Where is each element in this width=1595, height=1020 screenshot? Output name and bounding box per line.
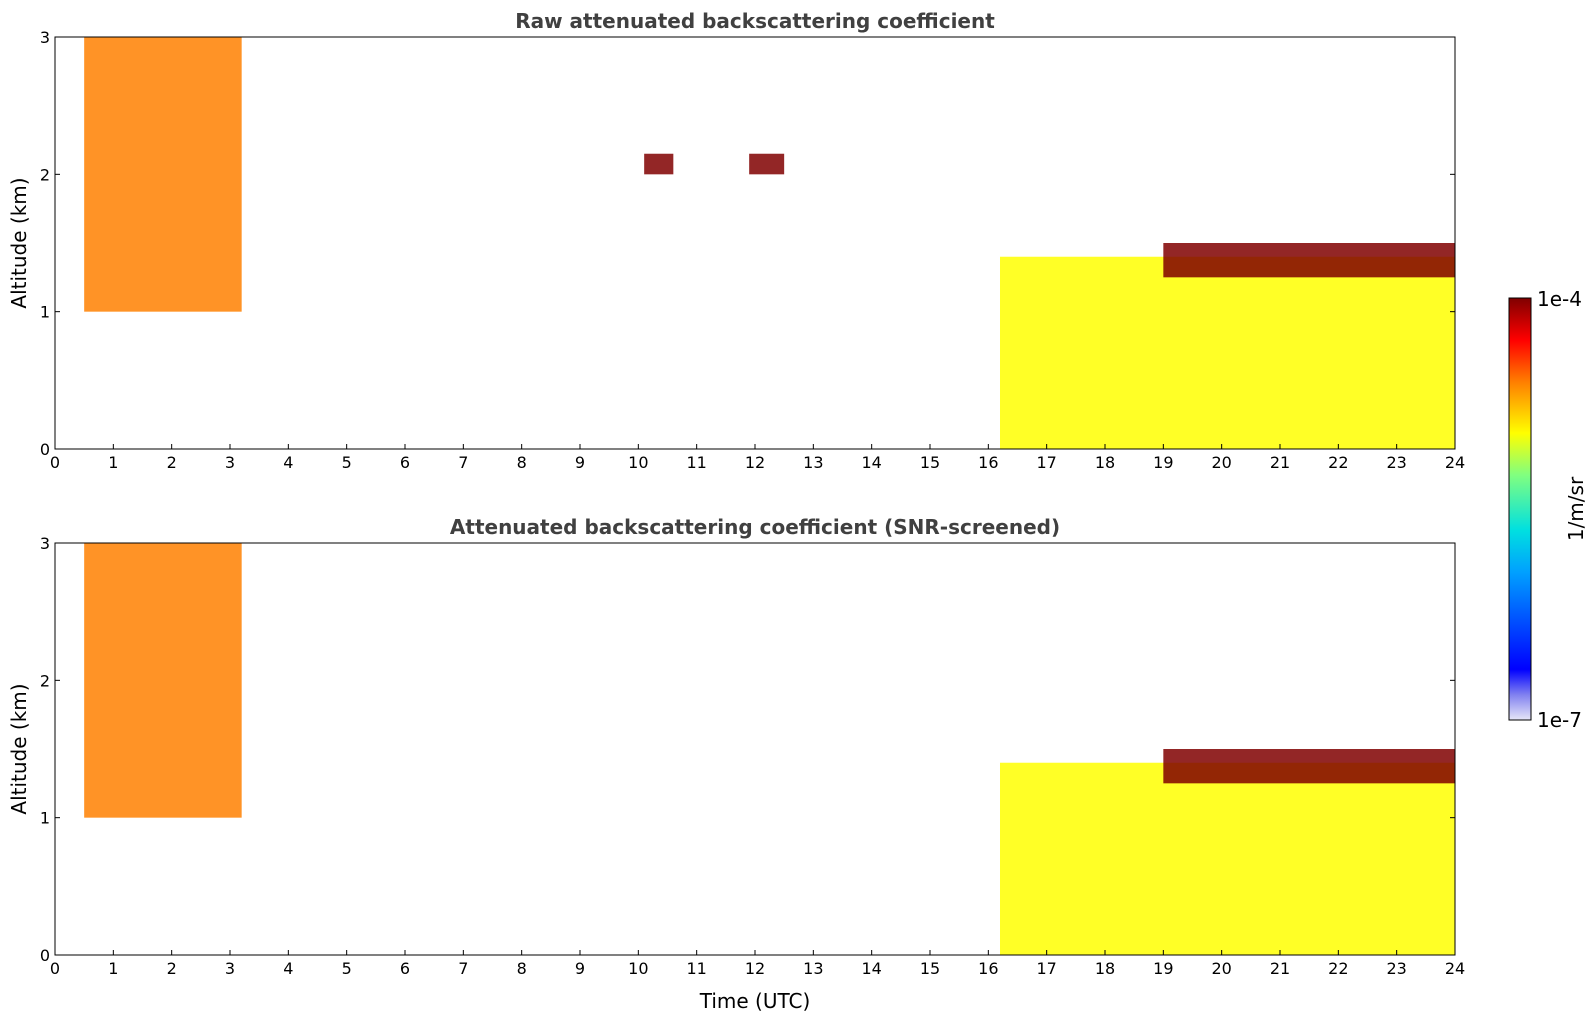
- x-tick-label: 23: [1386, 959, 1406, 978]
- x-tick-label: 0: [50, 959, 60, 978]
- x-tick-label: 6: [400, 959, 410, 978]
- heatmap-layer: [84, 37, 1455, 449]
- x-tick-label: 2: [167, 453, 177, 472]
- y-axis-label: Altitude (km): [7, 683, 31, 814]
- colorbar-max-label: 1e-4: [1537, 287, 1582, 311]
- y-tick-label: 3: [40, 534, 50, 553]
- x-tick-label: 23: [1386, 453, 1406, 472]
- x-tick-label: 16: [978, 959, 998, 978]
- heatmap-region: [1000, 256, 1455, 449]
- x-axis-ticks: 0 1 2 3 4 5 6 7 8 9 10 11 12 13 14 15 16 17 18 19 20 21 22 23 24: [50, 444, 1465, 472]
- x-tick-label: 14: [861, 453, 881, 472]
- x-tick-label: 2: [167, 959, 177, 978]
- heatmap-region: [84, 37, 242, 312]
- y-tick-label: 3: [40, 28, 50, 47]
- x-tick-label: 8: [517, 959, 527, 978]
- x-tick-label: 6: [400, 453, 410, 472]
- x-tick-label: 5: [342, 453, 352, 472]
- x-tick-label: 4: [283, 453, 293, 472]
- x-tick-label: 24: [1445, 453, 1465, 472]
- y-tick-label: 1: [40, 303, 50, 322]
- x-tick-label: 3: [225, 959, 235, 978]
- colorbar-unit-label: 1/m/sr: [1564, 476, 1588, 541]
- heatmap-region: [1163, 243, 1455, 278]
- x-tick-label: 7: [458, 959, 468, 978]
- y-axis-ticks: 0 1 2 3: [40, 534, 1455, 965]
- x-tick-label: 9: [575, 453, 585, 472]
- y-axis-ticks: 0 1 2 3: [40, 28, 1455, 459]
- panel-title: Raw attenuated backscattering coefficien…: [515, 9, 995, 33]
- x-tick-label: 22: [1328, 453, 1348, 472]
- x-tick-label: 11: [686, 959, 706, 978]
- x-tick-label: 19: [1153, 959, 1173, 978]
- raw-backscatter-panel: Raw attenuated backscattering coefficien…: [7, 9, 1465, 472]
- x-tick-label: 18: [1095, 959, 1115, 978]
- heatmap-region: [1000, 762, 1455, 955]
- x-tick-label: 10: [628, 453, 648, 472]
- x-axis-ticks: 0 1 2 3 4 5 6 7 8 9 10 11 12 13 14 15 16 17 18 19 20 21 22 23 24: [50, 950, 1465, 978]
- x-tick-label: 22: [1328, 959, 1348, 978]
- x-tick-label: 0: [50, 453, 60, 472]
- panel-title: Attenuated backscattering coefficient (S…: [450, 515, 1060, 539]
- x-tick-label: 20: [1211, 453, 1231, 472]
- y-tick-label: 0: [40, 440, 50, 459]
- x-tick-label: 11: [686, 453, 706, 472]
- x-tick-label: 15: [920, 959, 940, 978]
- x-tick-label: 13: [803, 959, 823, 978]
- x-tick-label: 1: [108, 959, 118, 978]
- heatmap-region: [84, 543, 242, 818]
- x-tick-label: 7: [458, 453, 468, 472]
- x-tick-label: 5: [342, 959, 352, 978]
- snr-screened-panel: Attenuated backscattering coefficient (S…: [7, 515, 1465, 1013]
- y-axis-label: Altitude (km): [7, 177, 31, 308]
- x-tick-label: 3: [225, 453, 235, 472]
- x-tick-label: 17: [1036, 959, 1056, 978]
- x-tick-label: 12: [745, 453, 765, 472]
- x-tick-label: 15: [920, 453, 940, 472]
- x-tick-label: 10: [628, 959, 648, 978]
- y-tick-label: 1: [40, 809, 50, 828]
- x-axis-label: Time (UTC): [699, 989, 811, 1013]
- colorbar-min-label: 1e-7: [1537, 708, 1582, 732]
- x-tick-label: 14: [861, 959, 881, 978]
- heatmap-region: [1163, 749, 1455, 784]
- x-tick-label: 18: [1095, 453, 1115, 472]
- heatmap-region: [644, 153, 674, 175]
- x-tick-label: 21: [1270, 453, 1290, 472]
- y-tick-label: 2: [40, 671, 50, 690]
- x-tick-label: 16: [978, 453, 998, 472]
- x-tick-label: 4: [283, 959, 293, 978]
- x-tick-label: 9: [575, 959, 585, 978]
- x-tick-label: 8: [517, 453, 527, 472]
- x-tick-label: 1: [108, 453, 118, 472]
- x-tick-label: 12: [745, 959, 765, 978]
- x-tick-label: 17: [1036, 453, 1056, 472]
- x-tick-label: 20: [1211, 959, 1231, 978]
- heatmap-region: [749, 153, 785, 175]
- x-tick-label: 21: [1270, 959, 1290, 978]
- heatmap-layer: [84, 543, 1455, 955]
- colorbar-gradient: [1508, 297, 1532, 721]
- x-tick-label: 13: [803, 453, 823, 472]
- x-tick-label: 19: [1153, 453, 1173, 472]
- y-tick-label: 0: [40, 946, 50, 965]
- y-tick-label: 2: [40, 165, 50, 184]
- colorbar: 1e-4 1e-7 1/m/sr: [1508, 287, 1588, 732]
- x-tick-label: 24: [1445, 959, 1465, 978]
